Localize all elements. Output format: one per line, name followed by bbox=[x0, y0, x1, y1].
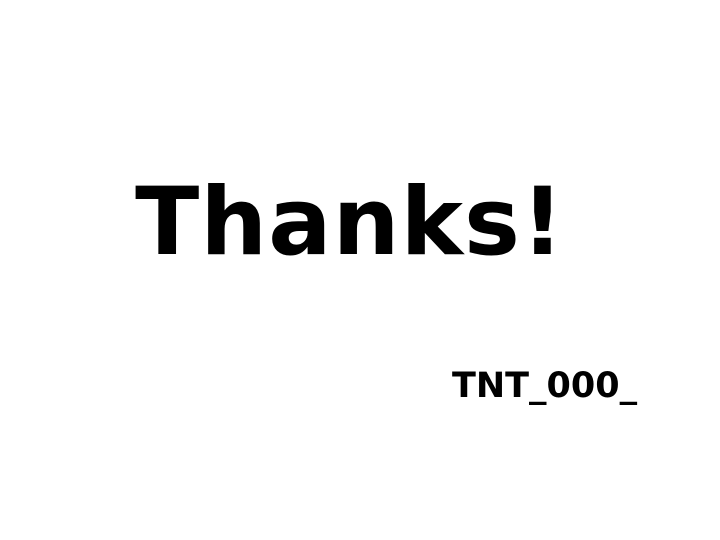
slide-code: TNT_000_ bbox=[452, 366, 638, 406]
slide-title: Thanks! bbox=[135, 168, 565, 277]
